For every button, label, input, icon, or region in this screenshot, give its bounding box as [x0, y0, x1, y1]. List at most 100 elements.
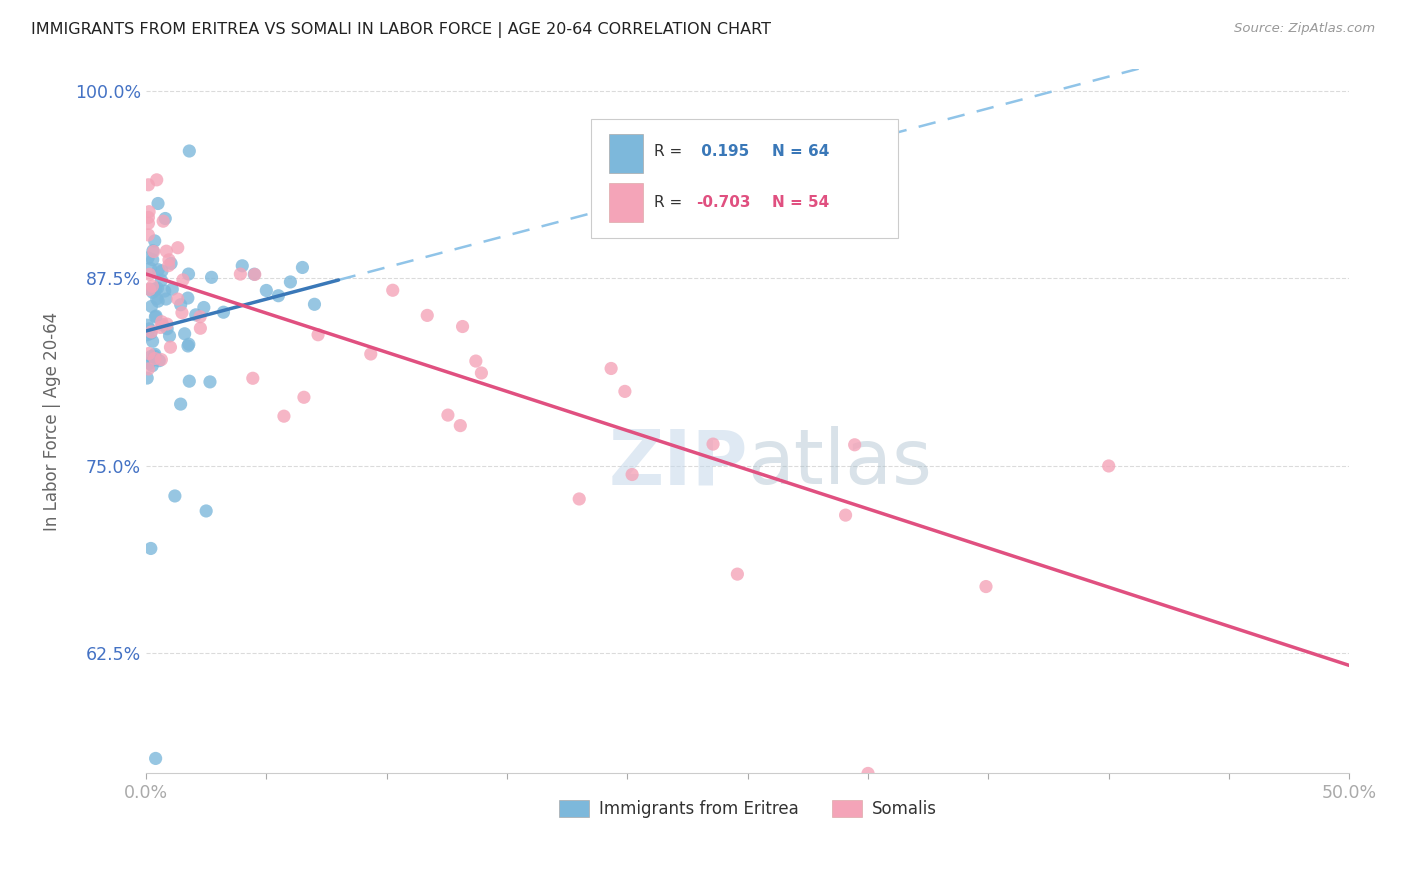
Point [138, 346, 160, 360]
Point [145, 173, 167, 187]
Text: ZIP: ZIP [609, 426, 748, 500]
Point [143, 351, 166, 366]
Point [195, 504, 218, 518]
Point [170, 298, 193, 312]
Point [146, 281, 169, 295]
Point [177, 291, 200, 305]
Point [145, 292, 167, 306]
Point [136, 251, 159, 265]
Point [141, 279, 163, 293]
Point [142, 334, 165, 349]
Point [243, 268, 266, 282]
Point [139, 282, 162, 296]
Point [139, 350, 162, 364]
Point [149, 320, 172, 334]
Point [162, 282, 184, 296]
Point [177, 267, 200, 281]
Point [188, 310, 211, 324]
Point [725, 567, 748, 582]
Point [150, 264, 173, 278]
Point [273, 409, 295, 424]
Point [464, 354, 486, 368]
Text: IMMIGRANTS FROM ERITREA VS SOMALI IN LABOR FORCE | AGE 20-64 CORRELATION CHART: IMMIGRANTS FROM ERITREA VS SOMALI IN LAB… [31, 22, 770, 38]
Point [177, 337, 200, 351]
Point [470, 366, 492, 380]
Point [621, 467, 644, 482]
Point [136, 318, 159, 333]
Point [155, 244, 177, 259]
Point [138, 362, 160, 376]
Text: -0.703: -0.703 [696, 195, 751, 210]
Point [145, 310, 167, 324]
Point [152, 214, 174, 228]
Point [156, 317, 179, 331]
Point [138, 283, 160, 297]
Point [451, 319, 474, 334]
Point [139, 261, 162, 276]
Point [138, 211, 160, 225]
Point [163, 489, 186, 503]
Point [172, 273, 194, 287]
FancyBboxPatch shape [609, 134, 643, 173]
Point [200, 270, 222, 285]
Point [169, 397, 191, 411]
Point [138, 216, 160, 230]
Point [184, 308, 207, 322]
Point [198, 375, 221, 389]
Point [148, 353, 170, 368]
Point [145, 309, 167, 323]
Point [150, 315, 173, 329]
Point [856, 766, 879, 780]
Point [143, 234, 166, 248]
Point [136, 327, 159, 342]
Point [138, 268, 160, 282]
Point [292, 390, 315, 404]
Point [141, 325, 163, 339]
Text: N = 54: N = 54 [772, 195, 830, 210]
Point [179, 144, 201, 158]
Point [568, 491, 591, 506]
Point [177, 339, 200, 353]
Y-axis label: In Labor Force | Age 20-64: In Labor Force | Age 20-64 [44, 311, 60, 531]
Point [166, 241, 188, 255]
Point [173, 326, 195, 341]
Point [193, 301, 215, 315]
Point [142, 244, 165, 259]
Point [304, 297, 326, 311]
Point [139, 541, 162, 556]
Point [142, 244, 165, 258]
Text: R =: R = [654, 195, 682, 210]
Point [166, 292, 188, 306]
Point [142, 252, 165, 267]
Point [143, 349, 166, 363]
Point [600, 361, 623, 376]
Point [152, 318, 174, 332]
Point [243, 267, 266, 281]
Point [155, 211, 177, 226]
Point [360, 347, 382, 361]
Point [146, 196, 169, 211]
Point [291, 260, 314, 275]
Point [242, 371, 264, 385]
Point [156, 322, 179, 336]
Point [267, 289, 290, 303]
Point [159, 340, 181, 354]
Point [212, 305, 235, 319]
Point [146, 294, 169, 309]
Point [138, 356, 160, 370]
Point [157, 259, 180, 273]
FancyBboxPatch shape [592, 120, 898, 237]
FancyBboxPatch shape [609, 184, 643, 222]
Point [231, 259, 253, 273]
Point [190, 321, 212, 335]
Point [150, 352, 173, 367]
Point [179, 374, 201, 388]
Point [136, 371, 159, 385]
Point [834, 508, 856, 522]
Point [280, 275, 302, 289]
Point [449, 418, 471, 433]
Point [143, 283, 166, 297]
Text: Source: ZipAtlas.com: Source: ZipAtlas.com [1234, 22, 1375, 36]
Point [437, 408, 460, 422]
Point [138, 178, 160, 192]
